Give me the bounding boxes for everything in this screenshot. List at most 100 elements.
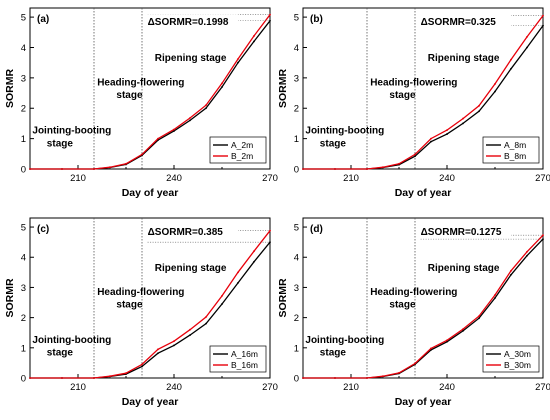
- data-point-B_16m: [253, 250, 255, 253]
- delta-label-bg: [145, 14, 239, 29]
- data-point-B_2m: [109, 166, 111, 169]
- stage-label: Ripening stage: [428, 263, 500, 274]
- panel-label: (c): [37, 224, 49, 235]
- y-tick-label: 1: [294, 134, 299, 145]
- y-tick-label: 5: [21, 13, 26, 24]
- y-tick-label: 0: [294, 374, 299, 385]
- delta-label: ΔSORMR=0.385: [148, 227, 224, 238]
- data-point-B_8m: [414, 153, 416, 156]
- stage-label: stage: [47, 348, 74, 359]
- data-point-B_2m: [189, 117, 191, 119]
- data-point-B_2m: [157, 137, 159, 140]
- data-point-A_8m: [494, 90, 496, 93]
- data-point-B_8m: [430, 137, 432, 140]
- y-tick-label: 3: [294, 283, 299, 294]
- panel-label: (a): [37, 14, 49, 25]
- data-point-B_30m: [302, 377, 304, 379]
- stage-label: Jointing-booting: [305, 335, 384, 346]
- y-tick-label: 2: [294, 313, 299, 324]
- chart-panel-4: 210 240 270 0 1 2 3 4 5 Day of year SORMR (d) Jointi…: [277, 217, 550, 408]
- data-point-A_2m: [253, 40, 255, 43]
- data-point-B_16m: [189, 328, 191, 331]
- data-point-A_16m: [141, 365, 143, 368]
- data-point-B_8m: [366, 168, 368, 170]
- panel-label: (d): [310, 224, 323, 235]
- y-tick-label: 4: [21, 43, 26, 54]
- y-tick-label: 0: [21, 374, 26, 385]
- data-point-B_30m: [414, 362, 416, 365]
- data-point-B_30m: [430, 347, 432, 350]
- data-point-A_16m: [221, 303, 223, 305]
- data-point-B_16m: [29, 377, 31, 379]
- data-point-B_2m: [93, 168, 95, 170]
- delta-label: ΔSORMR=0.1275: [421, 227, 502, 238]
- data-point-A_30m: [478, 317, 480, 320]
- stage-label: Ripening stage: [428, 53, 500, 64]
- x-tick-label: 270: [535, 173, 550, 184]
- legend-box: [209, 136, 267, 164]
- y-tick-label: 2: [21, 104, 26, 115]
- delta-label: ΔSORMR=0.325: [421, 17, 497, 28]
- stage-label: stage: [389, 90, 416, 101]
- x-tick-label: 270: [535, 382, 550, 393]
- legend-box: [482, 136, 540, 164]
- x-tick-label: 240: [439, 173, 455, 184]
- y-tick-label: 3: [21, 283, 26, 294]
- delta-label: ΔSORMR=0.1998: [148, 17, 229, 28]
- data-point-A_8m: [542, 24, 544, 27]
- delta-label-bg: [418, 14, 512, 29]
- data-point-A_2m: [237, 61, 239, 64]
- stage-label: Heading-flowering: [97, 77, 184, 88]
- series-line-B_30m: [303, 234, 544, 379]
- data-point-A_16m: [189, 334, 191, 337]
- data-point-A_16m: [253, 260, 255, 263]
- y-tick-label: 1: [21, 134, 26, 145]
- y-tick-label: 5: [294, 13, 299, 24]
- y-tick-label: 5: [21, 223, 26, 234]
- data-point-A_2m: [221, 86, 223, 88]
- data-point-A_30m: [510, 273, 512, 276]
- y-tick-label: 4: [21, 253, 26, 264]
- data-point-A_2m: [205, 107, 207, 110]
- data-point-A_2m: [189, 119, 191, 122]
- y-tick-label: 2: [21, 313, 26, 324]
- data-point-A_16m: [205, 322, 207, 325]
- data-point-B_16m: [269, 229, 271, 232]
- stage-label: stage: [116, 300, 143, 311]
- data-point-A_8m: [430, 140, 432, 143]
- data-point-B_30m: [462, 328, 464, 330]
- data-point-B_30m: [446, 339, 448, 342]
- data-point-A_30m: [542, 238, 544, 241]
- plot-frame: [302, 7, 544, 170]
- data-point-B_8m: [494, 83, 496, 85]
- data-point-B_30m: [366, 377, 368, 379]
- data-point-B_8m: [542, 14, 544, 17]
- data-point-B_16m: [141, 363, 143, 366]
- data-point-A_8m: [414, 155, 416, 158]
- data-point-B_30m: [542, 234, 544, 237]
- data-point-B_16m: [109, 375, 111, 378]
- stage-label: Jointing-booting: [32, 335, 111, 346]
- chart-panel-3: 210 240 270 0 1 2 3 4 5 Day of year SORMR (c) Jointi…: [4, 217, 278, 408]
- plot-frame: [29, 7, 271, 170]
- stage-label: Ripening stage: [155, 263, 227, 274]
- x-tick-label: 210: [343, 382, 359, 393]
- data-point-A_16m: [157, 352, 159, 355]
- data-point-B_8m: [478, 104, 480, 107]
- stage-label: stage: [320, 138, 347, 149]
- data-point-B_2m: [141, 153, 143, 156]
- legend-entry: B_2m: [231, 151, 253, 161]
- y-tick-label: 5: [294, 223, 299, 234]
- legend-entry: A_8m: [504, 140, 526, 150]
- data-point-A_16m: [173, 344, 175, 347]
- data-point-B_30m: [494, 294, 496, 296]
- data-point-B_30m: [398, 371, 400, 374]
- data-point-B_2m: [253, 35, 255, 37]
- data-point-A_30m: [526, 254, 528, 257]
- data-point-B_16m: [173, 340, 175, 343]
- x-tick-label: 270: [262, 382, 278, 393]
- x-axis-title: Day of year: [122, 396, 179, 408]
- chart-panel-1: 210 240 270 0 1 2 3 4 5 Day of year SORMR (a) Jointi…: [4, 7, 278, 199]
